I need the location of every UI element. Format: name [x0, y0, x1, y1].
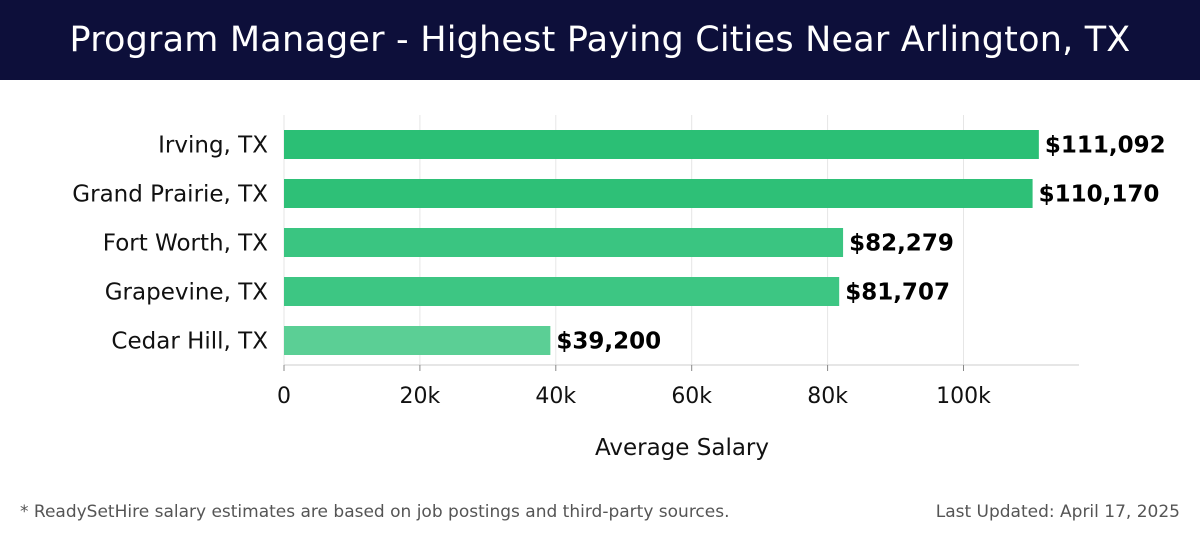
value-label: $111,092 [1045, 133, 1166, 159]
x-axis-title: Average Salary [595, 435, 769, 461]
bar [284, 179, 1033, 208]
value-label: $82,279 [849, 231, 954, 257]
bar [284, 326, 551, 355]
x-tick-label: 20k [400, 384, 441, 409]
chart-header: Program Manager - Highest Paying Cities … [0, 0, 1200, 80]
x-tick-label: 0 [277, 384, 291, 409]
bars [284, 130, 1039, 355]
value-label: $81,707 [845, 280, 950, 306]
chart-title: Program Manager - Highest Paying Cities … [69, 20, 1131, 60]
bar-chart: Irving, TX Grand Prairie, TX Fort Worth, T… [72, 115, 1166, 461]
value-label: $39,200 [556, 329, 661, 355]
category-label: Grapevine, TX [105, 280, 269, 306]
category-label: Cedar Hill, TX [111, 329, 268, 355]
x-tick-label: 100k [936, 384, 991, 409]
x-tick-label: 60k [671, 384, 712, 409]
category-label: Fort Worth, TX [103, 231, 268, 257]
value-labels: $111,092 $110,170 $82,279 $81,707 $39,200 [556, 133, 1165, 355]
x-tick-label: 80k [807, 384, 848, 409]
footnote: * ReadySetHire salary estimates are base… [20, 502, 730, 522]
x-tick-label: 40k [535, 384, 576, 409]
last-updated: Last Updated: April 17, 2025 [935, 502, 1180, 522]
value-label: $110,170 [1039, 182, 1160, 208]
x-axis-ticks: 0 20k 40k 60k 80k 100k [277, 365, 991, 409]
category-label: Irving, TX [158, 133, 268, 159]
bar [284, 130, 1039, 159]
category-label: Grand Prairie, TX [72, 182, 268, 208]
bar [284, 277, 840, 306]
bar [284, 228, 844, 257]
category-labels: Irving, TX Grand Prairie, TX Fort Worth, T… [72, 133, 268, 355]
